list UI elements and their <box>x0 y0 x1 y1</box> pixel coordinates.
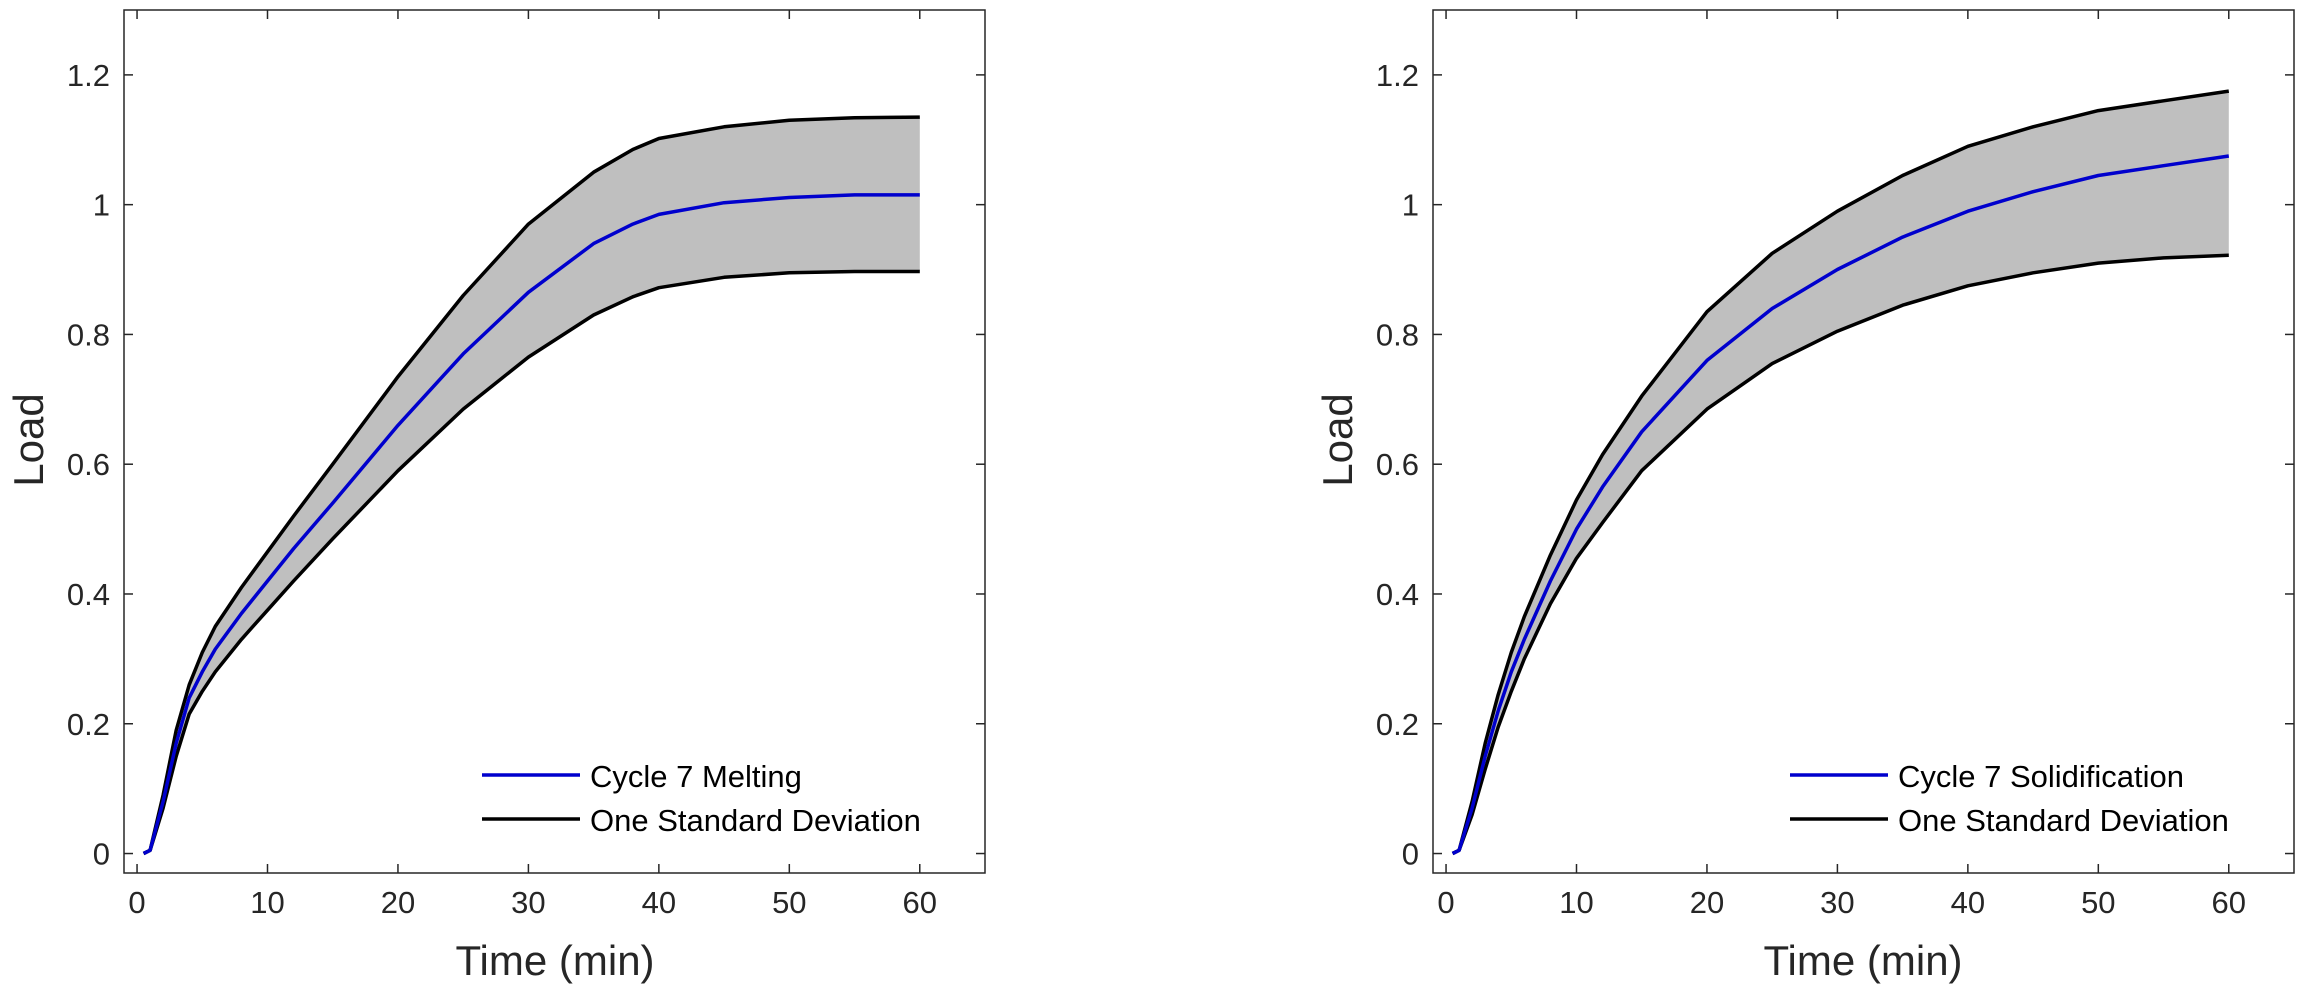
plot-area: 0 10 20 30 40 50 60 0 0.2 0.4 0.6 0.8 1 1.2 <box>1376 9 2295 920</box>
y-axis-title: Load <box>5 393 52 486</box>
plot-area: 0 10 20 30 40 50 60 0 0.2 0.4 0.6 0.8 1 1.2 <box>67 9 986 920</box>
legend-label-mean: Cycle 7 Solidification <box>1898 759 2184 794</box>
y-tick-label: 0.4 <box>1376 577 1419 612</box>
std-dev-upper-line <box>142 115 920 856</box>
x-tick-label: 50 <box>772 885 806 920</box>
y-tick-label: 0.2 <box>1376 707 1419 742</box>
std-dev-lower-line <box>142 269 920 856</box>
y-tick-label: 1 <box>93 188 110 223</box>
x-tick-label: 10 <box>250 885 284 920</box>
x-tick-label: 0 <box>1437 885 1454 920</box>
x-tick-label: 10 <box>1559 885 1593 920</box>
x-tick-label: 30 <box>1820 885 1854 920</box>
axes-box <box>1432 9 2295 874</box>
legend: Cycle 7 Solidification One Standard Devi… <box>1790 759 2229 838</box>
x-tick-label: 20 <box>381 885 415 920</box>
std-dev-band <box>143 117 920 854</box>
x-tick-label: 40 <box>1951 885 1985 920</box>
legend-label-sd: One Standard Deviation <box>1898 803 2229 838</box>
y-tick-label: 0 <box>93 837 110 872</box>
x-tick-label: 0 <box>128 885 145 920</box>
std-dev-upper-line <box>1451 89 2230 856</box>
legend: Cycle 7 Melting One Standard Deviation <box>482 759 921 838</box>
mean-line <box>1451 154 2230 856</box>
mean-line <box>142 193 920 856</box>
x-tick-label: 30 <box>511 885 545 920</box>
y-tick-label: 0 <box>1402 837 1419 872</box>
y-tick-label: 0.2 <box>67 707 110 742</box>
y-tick-label: 0.8 <box>1376 317 1419 352</box>
x-tick-label: 40 <box>642 885 676 920</box>
x-tick-label: 50 <box>2081 885 2115 920</box>
y-tick-label: 0.6 <box>67 447 110 482</box>
axes-box <box>123 9 986 874</box>
x-tick-label: 60 <box>903 885 937 920</box>
x-axis-title: Time (min) <box>455 937 654 984</box>
y-tick-label: 1 <box>1402 188 1419 223</box>
chart-solidification: 0 10 20 30 40 50 60 0 0.2 0.4 0.6 0.8 1 1.2 Time (min… <box>1314 9 2295 984</box>
x-axis-title: Time (min) <box>1763 937 1962 984</box>
y-tick-label: 0.6 <box>1376 447 1419 482</box>
legend-label-sd: One Standard Deviation <box>590 803 921 838</box>
legend-label-mean: Cycle 7 Melting <box>590 759 802 794</box>
y-tick-label: 0.4 <box>67 577 110 612</box>
x-tick-label: 60 <box>2212 885 2246 920</box>
chart-melting: 0 10 20 30 40 50 60 0 0.2 0.4 0.6 0.8 1 1.2 Time (min… <box>5 9 986 984</box>
y-tick-label: 1.2 <box>1376 58 1419 93</box>
y-tick-label: 1.2 <box>67 58 110 93</box>
y-axis-title: Load <box>1314 393 1361 486</box>
y-tick-label: 0.8 <box>67 317 110 352</box>
std-dev-lower-line <box>1451 253 2229 856</box>
x-tick-label: 20 <box>1690 885 1724 920</box>
